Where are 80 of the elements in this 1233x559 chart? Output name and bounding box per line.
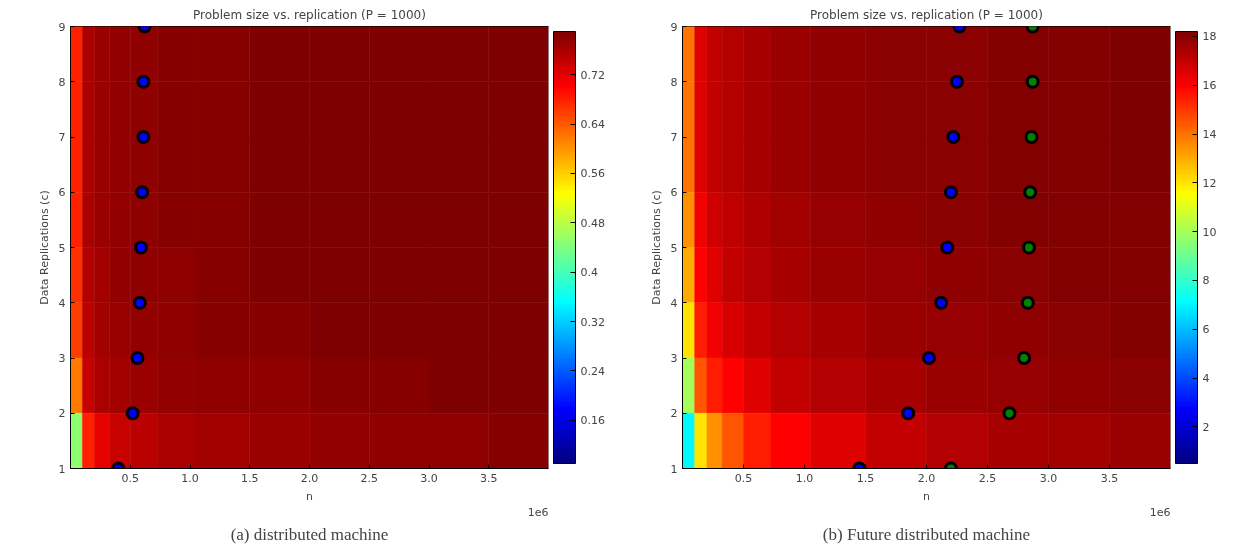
color-bar-label: 6 [1202, 323, 1210, 337]
color-bar-label: 0.4 [580, 266, 598, 280]
point [1002, 406, 1017, 421]
y-tick-label: 7 [58, 131, 66, 144]
y-tick-label: 9 [670, 20, 678, 34]
chart-title: Problem size vs. replication (P = 1000) [193, 7, 426, 22]
point [136, 74, 151, 89]
x-tick-label: 1.5 [241, 471, 259, 485]
x-tick-label: 3.0 [420, 471, 438, 485]
point [934, 295, 949, 310]
point [136, 130, 151, 144]
y-tick-label: 9 [58, 20, 66, 34]
y-tick-label: 6 [58, 186, 66, 200]
color-bar-label: 18 [1202, 30, 1217, 44]
y-tick-label: 6 [670, 186, 678, 200]
point [1017, 351, 1032, 365]
color-bar-label: 8 [1202, 274, 1210, 288]
x-tick-label: 2.5 [360, 471, 378, 485]
x-tick-label: 3.0 [1039, 471, 1058, 485]
x-tick-label: 2.0 [300, 471, 319, 485]
x-tick-label: 2.0 [917, 471, 936, 485]
point [1025, 74, 1040, 89]
color-bar-label: 0.24 [580, 364, 605, 378]
x-axis-title: n [923, 489, 931, 503]
point [130, 351, 145, 365]
color-bar-label: 0.16 [580, 414, 605, 428]
point [1024, 130, 1039, 144]
x-tick-label: 1.0 [795, 471, 814, 485]
color-bar-label: 0.48 [580, 216, 605, 230]
color-bar-label: 0.64 [580, 118, 605, 132]
color-bar-label: 12 [1202, 176, 1217, 190]
x-tick-label: 1.0 [181, 471, 199, 485]
point [921, 351, 936, 365]
point [940, 240, 955, 255]
text: (a) distributed machine [230, 524, 389, 544]
x-tick-label: 3.5 [480, 471, 498, 485]
y-tick-label: 8 [58, 75, 66, 89]
y-tick-label: 1 [670, 462, 678, 476]
y-tick-label: 2 [58, 407, 66, 421]
y-tick-label: 4 [58, 296, 66, 310]
point [134, 240, 149, 255]
y-axis-title: Data Replications (c) [37, 190, 51, 305]
x-tick-label: 2.5 [978, 471, 997, 485]
point [125, 406, 140, 421]
y-tick-label: 8 [670, 75, 678, 89]
y-tick-label: 1 [58, 462, 66, 476]
x-axis-title: n [306, 489, 314, 503]
color-bar-label: 4 [1202, 372, 1210, 386]
y-tick-label: 2 [670, 407, 678, 421]
text: (b) Future distributed machine [822, 524, 1031, 544]
color-bar-label: 2 [1202, 420, 1210, 434]
y-tick-label: 3 [58, 352, 66, 365]
point [943, 185, 958, 200]
y-tick-label: 3 [670, 352, 678, 365]
point [1020, 295, 1035, 310]
chart-title: Problem size vs. replication (P = 1000) [810, 7, 1043, 22]
y-tick-label: 5 [58, 241, 66, 255]
color-bar-label: 14 [1202, 128, 1217, 142]
x-tick-label: 0.5 [121, 471, 139, 485]
y-tick-label: 4 [670, 296, 678, 310]
x-tick-label: 1.5 [856, 471, 875, 485]
x-tick-label: 3.5 [1100, 471, 1119, 485]
x-tick-label: 0.5 [734, 471, 753, 485]
text: 1e6 [1149, 505, 1171, 519]
point [950, 74, 964, 89]
point [1023, 185, 1038, 200]
point [946, 130, 961, 144]
color-bar-label: 0.32 [580, 315, 605, 329]
point [132, 295, 147, 310]
color-bar-label: 0.56 [580, 167, 605, 181]
y-axis-title: Data Replications (c) [649, 190, 663, 305]
point [901, 406, 916, 421]
color-bar-label: 16 [1202, 79, 1217, 93]
text: 1e6 [527, 505, 549, 519]
color-bar-label: 10 [1202, 225, 1217, 239]
color-bar-label: 0.72 [580, 68, 605, 82]
y-tick-label: 5 [670, 241, 678, 255]
y-tick-label: 7 [670, 131, 678, 144]
point [135, 185, 150, 200]
point [1021, 240, 1036, 255]
